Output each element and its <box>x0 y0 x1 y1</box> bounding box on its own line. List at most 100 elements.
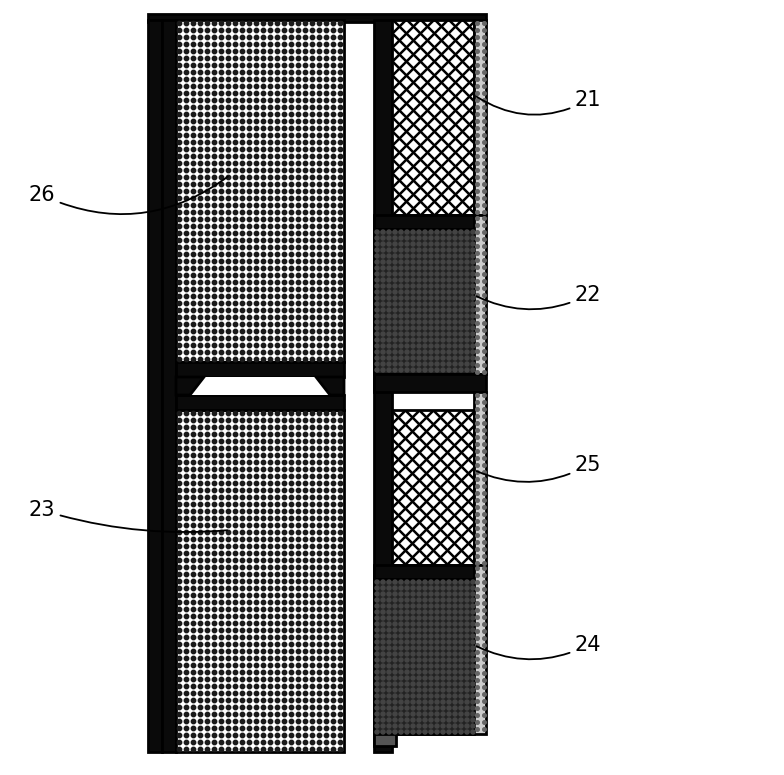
Circle shape <box>254 281 259 284</box>
Circle shape <box>220 481 223 486</box>
Circle shape <box>339 439 343 444</box>
Circle shape <box>483 644 486 647</box>
Circle shape <box>399 688 403 692</box>
Circle shape <box>191 418 196 422</box>
Circle shape <box>275 712 280 717</box>
Circle shape <box>191 642 196 646</box>
Circle shape <box>177 594 182 598</box>
Circle shape <box>296 608 301 611</box>
Circle shape <box>184 147 189 152</box>
Circle shape <box>393 598 397 602</box>
Circle shape <box>303 495 307 500</box>
Circle shape <box>417 236 421 240</box>
Circle shape <box>310 495 314 500</box>
Circle shape <box>381 580 385 584</box>
Circle shape <box>411 592 415 596</box>
Circle shape <box>310 21 314 26</box>
Circle shape <box>212 238 216 243</box>
Circle shape <box>459 290 463 294</box>
Circle shape <box>296 64 301 67</box>
Circle shape <box>205 36 209 40</box>
Circle shape <box>332 168 336 173</box>
Circle shape <box>375 368 379 372</box>
Circle shape <box>289 502 294 507</box>
Circle shape <box>441 350 445 354</box>
Circle shape <box>177 84 182 88</box>
Circle shape <box>381 646 385 650</box>
Circle shape <box>254 357 259 362</box>
Circle shape <box>318 412 321 415</box>
Circle shape <box>453 664 457 668</box>
Circle shape <box>375 362 379 366</box>
Circle shape <box>205 78 209 81</box>
Circle shape <box>417 670 421 674</box>
Circle shape <box>227 336 230 341</box>
Circle shape <box>191 133 196 138</box>
Circle shape <box>310 698 314 703</box>
Circle shape <box>483 134 486 137</box>
Circle shape <box>275 168 280 173</box>
Circle shape <box>268 579 273 584</box>
Circle shape <box>289 712 294 717</box>
Circle shape <box>227 439 230 444</box>
Circle shape <box>325 481 328 486</box>
Circle shape <box>411 730 415 734</box>
Circle shape <box>318 656 321 661</box>
Circle shape <box>212 71 216 74</box>
Circle shape <box>275 691 280 696</box>
Circle shape <box>212 516 216 521</box>
Circle shape <box>247 98 252 103</box>
Circle shape <box>241 594 245 598</box>
Circle shape <box>268 418 273 422</box>
Circle shape <box>310 705 314 710</box>
Circle shape <box>447 368 451 372</box>
Circle shape <box>387 628 391 632</box>
Circle shape <box>275 636 280 639</box>
Circle shape <box>289 21 294 26</box>
Circle shape <box>310 189 314 194</box>
Circle shape <box>254 677 259 682</box>
Circle shape <box>375 236 379 240</box>
Circle shape <box>212 84 216 88</box>
Circle shape <box>227 488 230 493</box>
Circle shape <box>191 182 196 187</box>
Circle shape <box>261 509 266 514</box>
Circle shape <box>220 453 223 458</box>
Circle shape <box>476 217 479 220</box>
Circle shape <box>254 460 259 465</box>
Circle shape <box>275 112 280 117</box>
Circle shape <box>417 706 421 710</box>
Circle shape <box>198 733 203 738</box>
Circle shape <box>205 98 209 103</box>
Circle shape <box>220 168 223 173</box>
Circle shape <box>254 196 259 201</box>
Circle shape <box>476 491 479 495</box>
Circle shape <box>393 332 397 336</box>
Circle shape <box>205 495 209 500</box>
Circle shape <box>191 565 196 570</box>
Circle shape <box>234 253 238 257</box>
Circle shape <box>289 663 294 668</box>
Circle shape <box>261 140 266 145</box>
Circle shape <box>198 274 203 277</box>
Circle shape <box>393 260 397 264</box>
Circle shape <box>191 572 196 577</box>
Circle shape <box>429 622 433 626</box>
Circle shape <box>447 356 451 360</box>
Circle shape <box>198 594 203 598</box>
Circle shape <box>177 608 182 611</box>
Circle shape <box>393 640 397 644</box>
Circle shape <box>325 747 328 752</box>
Circle shape <box>296 495 301 500</box>
Circle shape <box>423 592 427 596</box>
Circle shape <box>261 516 266 521</box>
Circle shape <box>381 610 385 614</box>
Circle shape <box>289 516 294 521</box>
Circle shape <box>268 509 273 514</box>
Circle shape <box>303 747 307 752</box>
Circle shape <box>289 43 294 46</box>
Circle shape <box>399 640 403 644</box>
Circle shape <box>268 412 273 415</box>
Circle shape <box>447 592 451 596</box>
Circle shape <box>205 691 209 696</box>
